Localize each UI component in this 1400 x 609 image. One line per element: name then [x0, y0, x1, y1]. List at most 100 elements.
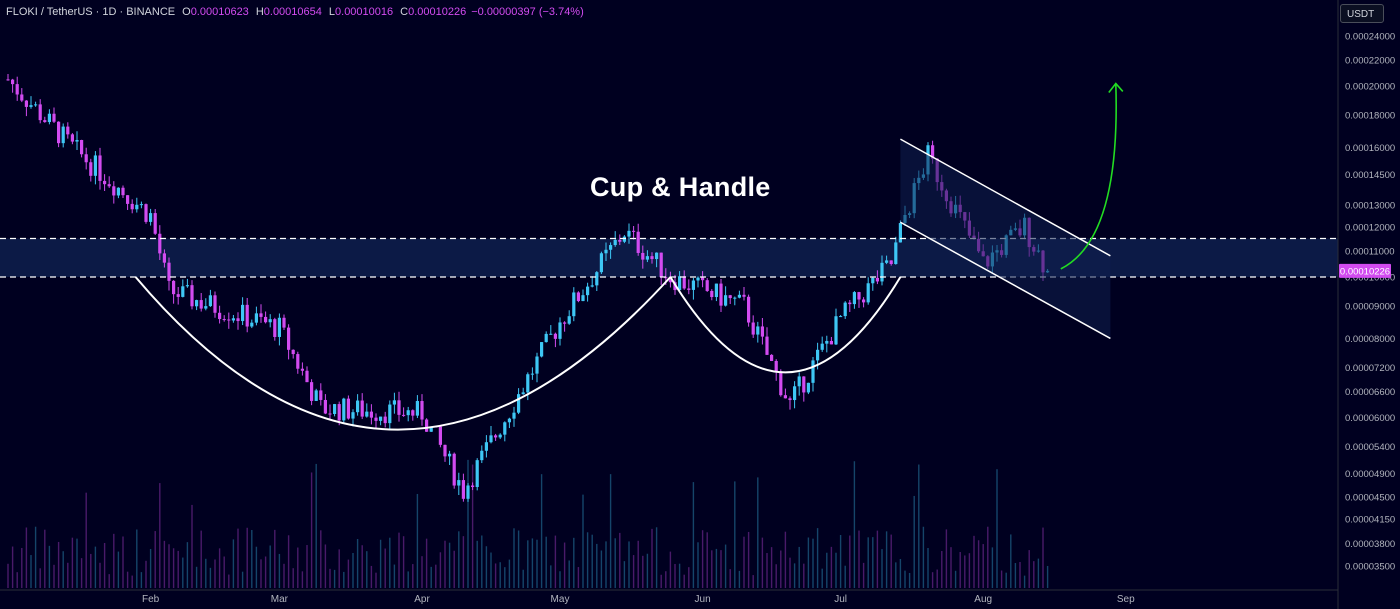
candle-body — [760, 326, 764, 337]
candle-body — [627, 230, 631, 237]
candlesticks — [6, 74, 1050, 502]
candle-body — [687, 288, 691, 290]
price-tick-label: 0.00003800 — [1345, 539, 1395, 550]
candle-body — [172, 280, 176, 295]
second-cup-curve — [669, 276, 902, 374]
candle-body — [452, 453, 456, 486]
candle-body — [425, 419, 429, 432]
candle-body — [291, 349, 295, 355]
candle-body — [328, 413, 332, 415]
candle-body — [112, 186, 116, 196]
candle-body — [406, 410, 410, 416]
candle-body — [135, 204, 139, 210]
candle-body — [296, 354, 300, 369]
candle-body — [471, 485, 475, 488]
legend-header: FLOKI / TetherUS · 1D · BINANCE O 0.00010… — [6, 6, 584, 18]
candle-body — [871, 277, 875, 284]
candle-body — [24, 100, 28, 107]
candle-body — [149, 213, 153, 222]
candle-body — [484, 442, 488, 451]
candle-body — [650, 256, 654, 260]
candle-body — [705, 280, 709, 291]
candle-body — [503, 422, 507, 435]
time-tick-label: Apr — [414, 594, 430, 605]
candle-body — [38, 104, 42, 121]
time-tick-label: May — [551, 594, 570, 605]
candle-body — [797, 376, 801, 387]
candle-body — [259, 313, 263, 317]
currency-button[interactable]: USDT — [1340, 4, 1384, 23]
candle-body — [581, 295, 585, 302]
candle-body — [61, 126, 65, 144]
candle-body — [894, 242, 898, 265]
candle-body — [360, 400, 364, 417]
candle-body — [429, 426, 433, 432]
candle-body — [857, 292, 861, 300]
time-tick-label: Sep — [1117, 594, 1135, 605]
candle-body — [783, 395, 787, 399]
candle-body — [319, 390, 323, 400]
open-value: 0.00010623 — [190, 6, 249, 18]
candle-body — [742, 294, 746, 297]
candle-body — [507, 418, 511, 423]
candle-body — [636, 231, 640, 253]
low-label: L — [328, 6, 336, 18]
candle-body — [287, 327, 291, 350]
candle-body — [323, 399, 327, 414]
pattern-drawings — [0, 82, 1338, 431]
candle-body — [356, 400, 360, 413]
candle-body — [875, 277, 879, 282]
candle-body — [466, 485, 470, 499]
candle-body — [121, 187, 125, 196]
symbol-label: FLOKI / TetherUS · 1D · BINANCE — [6, 6, 176, 18]
candle-body — [80, 140, 84, 155]
candle-body — [213, 295, 217, 313]
candle-body — [333, 404, 337, 414]
candle-body — [397, 400, 401, 415]
candle-body — [678, 276, 682, 291]
candle-body — [852, 292, 856, 305]
candle-body — [793, 386, 797, 401]
breakout-arrow — [1060, 83, 1117, 270]
candle-body — [779, 371, 783, 396]
candle-body — [103, 180, 107, 185]
candle-body — [848, 302, 852, 305]
low-value: 0.00010016 — [335, 6, 394, 18]
candle-body — [489, 435, 493, 443]
candle-body — [388, 404, 392, 424]
candle-body — [825, 340, 829, 344]
candle-body — [765, 336, 769, 355]
candle-body — [369, 411, 373, 418]
candle-body — [770, 354, 774, 361]
candle-body — [227, 319, 231, 321]
candle-body — [889, 260, 893, 265]
candle-body — [365, 411, 369, 417]
candle-body — [521, 392, 525, 395]
candle-body — [829, 340, 833, 345]
candle-body — [383, 416, 387, 424]
candle-body — [834, 316, 838, 345]
candle-body — [126, 195, 130, 204]
candle-body — [535, 356, 539, 374]
candle-body — [47, 113, 51, 123]
candle-body — [710, 290, 714, 298]
candle-body — [931, 145, 935, 159]
candle-body — [273, 319, 277, 337]
candle-body — [144, 204, 148, 222]
candle-body — [839, 316, 843, 318]
price-tick-label: 0.00022000 — [1345, 55, 1395, 66]
candle-body — [310, 382, 314, 401]
candle-body — [572, 292, 576, 317]
candle-body — [282, 317, 286, 328]
candle-body — [195, 300, 199, 307]
candle-body — [89, 162, 93, 176]
candle-body — [751, 322, 755, 335]
candle-body — [802, 376, 806, 393]
candle-body — [314, 390, 318, 401]
candle-body — [250, 322, 254, 327]
price-tick-label: 0.00004500 — [1345, 492, 1395, 503]
candle-body — [668, 277, 672, 283]
high-label: H — [255, 6, 264, 18]
price-tick-label: 0.00004150 — [1345, 515, 1395, 526]
